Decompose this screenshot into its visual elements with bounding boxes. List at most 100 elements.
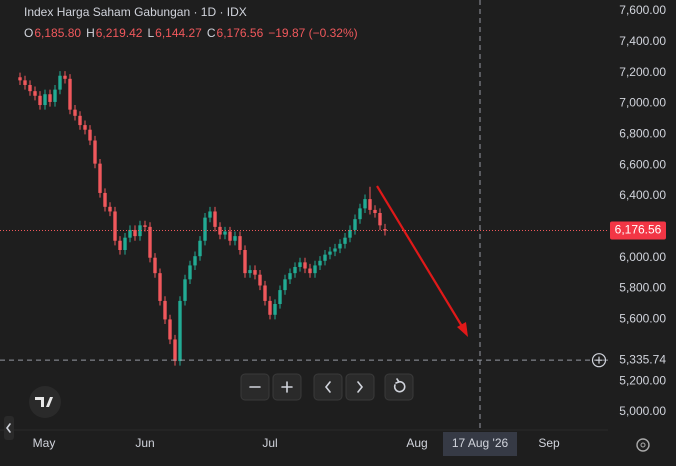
scroll-right-button[interactable] <box>345 373 375 401</box>
candle-body <box>268 300 272 315</box>
last-price-box <box>610 221 666 240</box>
candle-body <box>253 270 257 275</box>
candle-body <box>348 229 352 238</box>
reset-button[interactable] <box>384 373 414 401</box>
y-tick-label: 7,400.00 <box>619 34 666 48</box>
candle-body <box>208 211 212 218</box>
candle-body <box>93 140 97 164</box>
logo-button[interactable] <box>29 386 61 418</box>
candle-body <box>378 212 382 226</box>
candle-body <box>338 243 342 249</box>
icon <box>640 442 646 448</box>
candle-body <box>143 225 147 227</box>
candle-body <box>363 199 367 209</box>
plot <box>18 71 387 366</box>
candle-body <box>293 266 297 274</box>
legend-o-label: O <box>24 26 33 40</box>
candle-body <box>258 274 262 286</box>
candle-body <box>193 256 197 266</box>
candle-body <box>83 125 87 130</box>
candle-body <box>23 80 27 85</box>
arrow-head <box>457 322 468 337</box>
y-tick-label: 5,200.00 <box>619 373 666 387</box>
candle-body <box>248 270 252 274</box>
candle-body <box>123 237 127 251</box>
y-tick-label: 6,800.00 <box>619 127 666 141</box>
candle-body <box>68 78 72 110</box>
x-tick-label: May <box>33 436 56 450</box>
candle-body <box>198 240 202 257</box>
settings-button[interactable] <box>636 438 650 452</box>
candle-body <box>313 265 317 274</box>
legend-c-label: C <box>207 26 216 40</box>
candle-body <box>263 285 267 301</box>
candle-body <box>73 109 77 116</box>
collapse-button[interactable] <box>4 416 14 440</box>
candle-body <box>368 199 372 210</box>
candle-body <box>243 250 247 274</box>
candle-body <box>188 265 192 280</box>
candle-body <box>238 236 242 251</box>
candle-body <box>323 254 327 261</box>
y-tick-label: 6,400.00 <box>619 188 666 202</box>
candle-body <box>133 229 137 237</box>
chart-title: Index Harga Saham Gabungan · 1D · IDX <box>24 5 247 19</box>
y-tick-label: 6,000.00 <box>619 250 666 264</box>
logo <box>35 397 53 407</box>
legend-o: 6,185.80 <box>34 26 81 40</box>
candle-body <box>288 273 292 280</box>
candle-body <box>138 225 142 237</box>
candle-body <box>303 262 307 269</box>
candle-body <box>223 231 227 235</box>
x-tick-label: Jul <box>262 436 277 450</box>
y-tick-label: 5,800.00 <box>619 281 666 295</box>
candle-body <box>203 217 207 241</box>
last-price-label: 6,176.56 <box>615 223 662 237</box>
icon <box>6 423 11 433</box>
candle-body <box>373 209 377 213</box>
y-tick-label: 6,600.00 <box>619 157 666 171</box>
candle-body <box>108 206 112 212</box>
legend-h-label: H <box>86 26 95 40</box>
candle-body <box>178 300 182 362</box>
candle-body <box>173 339 177 362</box>
icon <box>595 356 603 364</box>
candle-body <box>43 94 47 106</box>
crosshair-price-box <box>610 351 672 370</box>
candle-body <box>153 257 157 274</box>
candle-body <box>233 236 237 241</box>
x-tick-label: Sep <box>538 436 560 450</box>
nav-buttons <box>240 373 414 401</box>
icon <box>281 381 293 393</box>
candle-body <box>283 279 287 291</box>
candle-body <box>53 89 57 102</box>
candle-body <box>298 262 302 267</box>
y-tick-label: 7,200.00 <box>619 65 666 79</box>
ohlc-legend: O 6,185.80 H 6,219.42 L 6,144.27 C 6,176.56 −19.… <box>24 26 358 40</box>
y-tick-label: 7,000.00 <box>619 96 666 110</box>
candle-body <box>38 95 42 106</box>
candle-body <box>318 260 322 266</box>
candle-body <box>118 240 122 251</box>
crosshair-time-label: 17 Aug '26 <box>452 436 509 450</box>
candle-body <box>18 77 22 81</box>
candle-body <box>333 248 337 252</box>
candle-body <box>213 211 217 227</box>
crosshair-price-label: 5,335.74 <box>619 352 666 366</box>
icon <box>324 381 331 393</box>
candle-body <box>163 300 167 320</box>
candle-body <box>353 219 357 230</box>
candle-body <box>168 319 172 340</box>
candle-body <box>148 226 152 258</box>
add-alert-button[interactable] <box>591 353 607 368</box>
candle-body <box>28 84 32 92</box>
candle-body <box>358 208 362 220</box>
candle-body <box>328 251 332 255</box>
scroll-left-button[interactable] <box>313 373 343 401</box>
candle-body <box>58 75 62 90</box>
arrow <box>376 185 464 329</box>
icon <box>393 378 406 393</box>
candle-body <box>103 192 107 207</box>
candle-body <box>48 94 52 102</box>
